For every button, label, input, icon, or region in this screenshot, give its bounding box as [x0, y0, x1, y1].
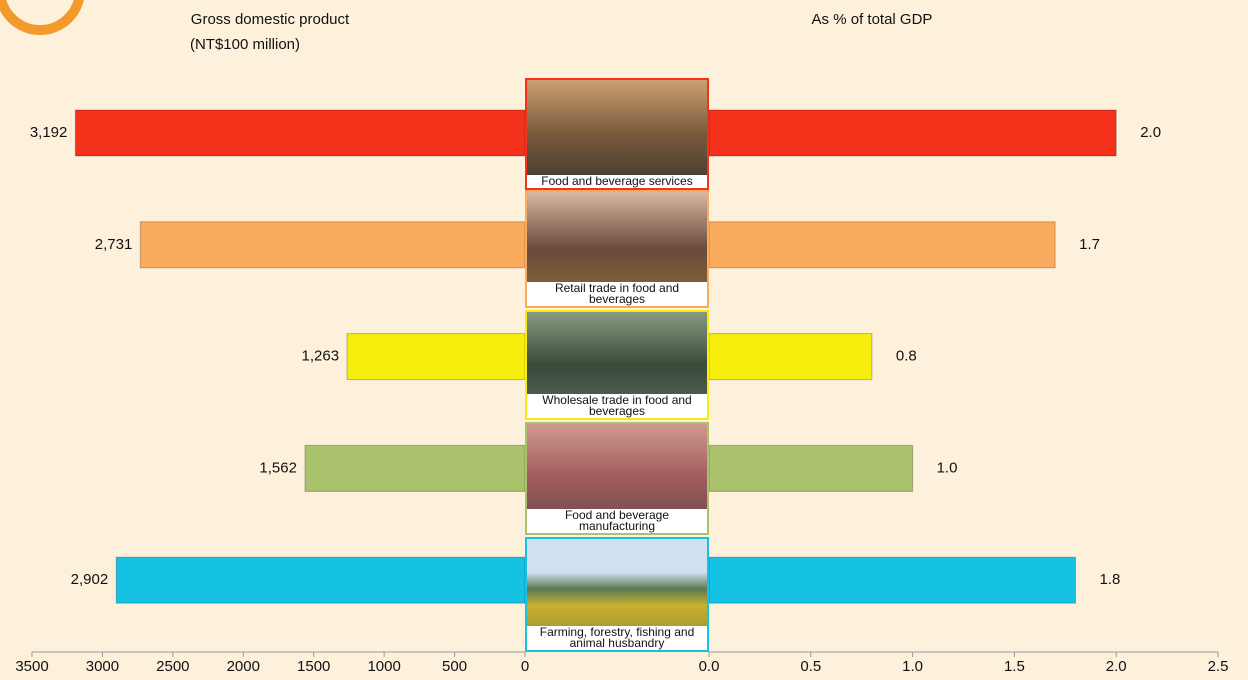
- bar: [709, 334, 872, 380]
- bar: [347, 334, 525, 380]
- photo: [527, 80, 707, 188]
- category-panel: Farming, forestry, fishing and animal hu…: [525, 537, 709, 652]
- bar: [305, 445, 525, 491]
- value-label: 1.7: [1079, 236, 1100, 253]
- bar: [709, 110, 1116, 156]
- x-tick-label: 2.0: [1106, 658, 1127, 675]
- value-label: 2.0: [1140, 124, 1161, 141]
- x-tick-label: 0.0: [699, 658, 720, 675]
- category-label: Retail trade in food and beverages: [527, 282, 707, 306]
- left-subtitle: (NT$100 million): [190, 36, 300, 53]
- x-tick-label: 1500: [297, 658, 330, 675]
- value-label: 2,731: [95, 236, 133, 253]
- category-label: Food and beverage manufacturing: [527, 509, 707, 533]
- category-panel: Wholesale trade in food and beverages: [525, 310, 709, 420]
- chart-page: Gross domestic product (NT$100 million) …: [0, 0, 1248, 680]
- x-tick-label: 500: [442, 658, 467, 675]
- category-label: Farming, forestry, fishing and animal hu…: [527, 626, 707, 650]
- category-label: Food and beverage services: [527, 175, 707, 188]
- bar: [709, 445, 913, 491]
- x-tick-label: 1000: [367, 658, 400, 675]
- left-title: Gross domestic product: [191, 11, 350, 28]
- value-label: 3,192: [30, 124, 68, 141]
- x-tick-label: 2.5: [1208, 658, 1229, 675]
- right-title: As % of total GDP: [812, 11, 933, 28]
- value-label: 2,902: [71, 571, 109, 588]
- bar: [709, 557, 1075, 603]
- x-tick-label: 3500: [15, 658, 48, 675]
- x-tick-label: 0.5: [800, 658, 821, 675]
- bar: [116, 557, 525, 603]
- bar: [75, 110, 525, 156]
- value-label: 1,263: [302, 348, 340, 365]
- x-tick-label: 1.5: [1004, 658, 1025, 675]
- x-tick-label: 2500: [156, 658, 189, 675]
- value-label: 1.0: [937, 459, 958, 476]
- value-label: 1,562: [259, 459, 297, 476]
- bar: [709, 222, 1055, 268]
- value-label: 0.8: [896, 348, 917, 365]
- category-panel: Food and beverage services: [525, 78, 709, 190]
- category-label: Wholesale trade in food and beverages: [527, 394, 707, 418]
- bar: [140, 222, 525, 268]
- x-tick-label: 1.0: [902, 658, 923, 675]
- category-panel: Food and beverage manufacturing: [525, 422, 709, 535]
- x-tick-label: 2000: [227, 658, 260, 675]
- x-tick-label: 3000: [86, 658, 119, 675]
- x-tick-label: 0: [521, 658, 529, 675]
- decoration: [0, 0, 80, 30]
- value-label: 1.8: [1099, 571, 1120, 588]
- category-panel: Retail trade in food and beverages: [525, 190, 709, 308]
